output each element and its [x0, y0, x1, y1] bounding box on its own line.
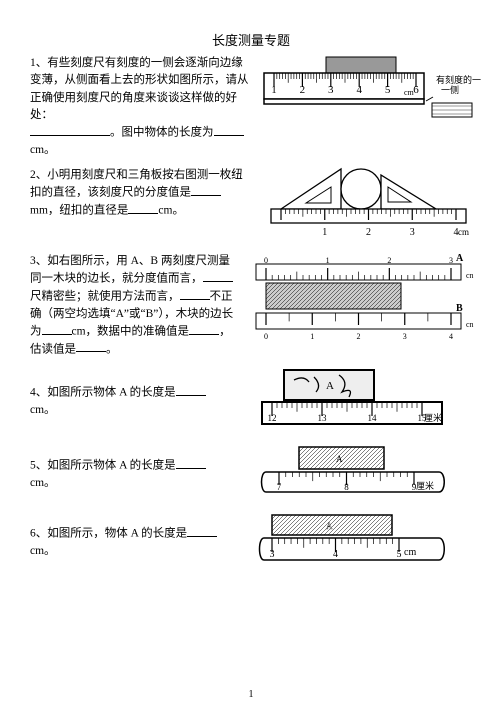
- svg-text:A: A: [336, 454, 343, 464]
- svg-text:2: 2: [366, 227, 371, 238]
- q2-num: 2、: [30, 169, 47, 181]
- svg-text:2: 2: [300, 84, 306, 96]
- svg-text:cn: cn: [466, 271, 474, 280]
- q1-figure: 1 2 3 4 5 6cm 有刻度的一侧 一侧: [256, 55, 481, 130]
- svg-text:cm: cm: [404, 88, 415, 97]
- svg-text:3: 3: [270, 549, 275, 560]
- svg-text:4: 4: [356, 84, 362, 96]
- svg-text:3: 3: [403, 332, 407, 341]
- svg-text:6: 6: [413, 84, 419, 96]
- svg-text:A: A: [326, 521, 333, 531]
- svg-text:厘米: 厘米: [424, 412, 442, 423]
- svg-text:cm: cm: [404, 547, 416, 558]
- question-2: 2、小明用刻度尺和三角板按右图测一枚纽扣的直径，该刻度尺的分度值是mm，纽扣的直…: [30, 167, 472, 245]
- question-6: 6、如图所示，物体 A 的长度是cm。 A 345 cm: [30, 513, 472, 573]
- svg-text:5: 5: [385, 84, 391, 96]
- svg-text:0: 0: [264, 332, 268, 341]
- q1-t2b: cm。: [30, 144, 56, 156]
- svg-text:8: 8: [344, 482, 349, 492]
- question-1: 1、有些刻度尺有刻度的一侧会逐渐向边缘变薄，从侧面看上去的形状如图所示，请从正确…: [30, 55, 472, 159]
- svg-text:A: A: [456, 253, 464, 264]
- question-4: 4、如图所示物体 A 的长度是cm。 A 12131415 厘米: [30, 367, 472, 437]
- q1-t2a: 。图中物体的长度为: [110, 127, 214, 139]
- q2-blank-div: [191, 184, 221, 196]
- svg-text:5: 5: [397, 549, 402, 560]
- svg-text:1: 1: [322, 227, 327, 238]
- q5-figure: A 789 厘米: [254, 445, 454, 505]
- q1-blank-reason: [30, 124, 110, 136]
- q6-figure: A 3 4 5 cm: [254, 513, 454, 573]
- svg-text:7: 7: [277, 482, 282, 492]
- page-number: 1: [0, 689, 502, 700]
- q1-blank-len: [214, 124, 244, 136]
- svg-text:3: 3: [328, 84, 334, 96]
- q2-figure: 1234 cm: [251, 167, 476, 245]
- q1-num: 1、: [30, 57, 47, 69]
- svg-text:1: 1: [271, 84, 277, 96]
- svg-text:cn: cn: [466, 320, 474, 329]
- svg-text:3: 3: [449, 256, 453, 265]
- svg-text:cm: cm: [458, 227, 469, 237]
- svg-text:2: 2: [357, 332, 361, 341]
- q2-blank-dia: [128, 202, 158, 214]
- svg-text:B: B: [456, 303, 463, 314]
- svg-text:4: 4: [449, 332, 453, 341]
- q4-figure: A 12131415 厘米: [254, 367, 454, 437]
- svg-text:A: A: [326, 380, 334, 392]
- svg-text:2: 2: [387, 256, 391, 265]
- q1-side-label: 有刻度的一侧: [436, 74, 481, 85]
- svg-text:1: 1: [326, 256, 330, 265]
- svg-text:12: 12: [268, 413, 277, 423]
- svg-text:0: 0: [264, 256, 268, 265]
- svg-text:4: 4: [333, 549, 338, 560]
- q3-figure: A 0 1 2 3 cn B 0 1 2 3 4 cn: [246, 253, 476, 353]
- svg-text:1: 1: [310, 332, 314, 341]
- svg-text:3: 3: [410, 227, 415, 238]
- question-5: 5、如图所示物体 A 的长度是cm。 A 789 厘米: [30, 445, 472, 505]
- svg-text:厘米: 厘米: [416, 480, 434, 491]
- svg-text:一侧: 一侧: [441, 84, 459, 95]
- svg-text:13: 13: [318, 413, 328, 423]
- question-3: 3、如右图所示，用 A、B 两刻度尺测量同一木块的边长，就分度值而言，尺精密些；…: [30, 253, 472, 359]
- svg-text:14: 14: [368, 413, 378, 423]
- q1-text: 有些刻度尺有刻度的一侧会逐渐向边缘变薄，从侧面看上去的形状如图所示，请从正确使用…: [30, 57, 249, 121]
- page-title: 长度测量专题: [30, 30, 472, 49]
